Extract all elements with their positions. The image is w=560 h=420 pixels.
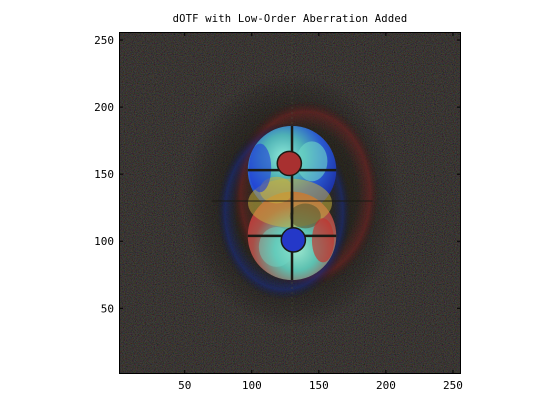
y-tick-label: 50 bbox=[101, 302, 114, 315]
y-tick-label: 150 bbox=[94, 168, 114, 181]
chart-title: dOTF with Low-Order Aberration Added bbox=[172, 13, 408, 25]
lower-red-edge bbox=[311, 218, 335, 263]
y-axis: 50 100 150 200 250 bbox=[94, 34, 461, 315]
axes: 50 100 150 200 250 50 100 150 200 250 bbox=[94, 32, 463, 392]
y-tick-label: 100 bbox=[94, 235, 114, 248]
y-tick-label: 250 bbox=[94, 34, 114, 47]
lower-olive-patch bbox=[289, 203, 321, 229]
x-axis: 50 100 150 200 250 bbox=[178, 32, 463, 392]
upper-dot bbox=[276, 150, 303, 177]
y-tick-label: 200 bbox=[94, 101, 114, 114]
x-tick-label: 250 bbox=[443, 379, 463, 392]
axes-frame bbox=[119, 32, 461, 374]
image-content bbox=[119, 32, 461, 374]
x-tick-label: 100 bbox=[242, 379, 262, 392]
lower-dot bbox=[280, 227, 307, 253]
x-tick-label: 200 bbox=[376, 379, 396, 392]
x-tick-label: 150 bbox=[309, 379, 329, 392]
upper-blue-edge bbox=[249, 143, 272, 193]
x-tick-label: 50 bbox=[178, 379, 191, 392]
